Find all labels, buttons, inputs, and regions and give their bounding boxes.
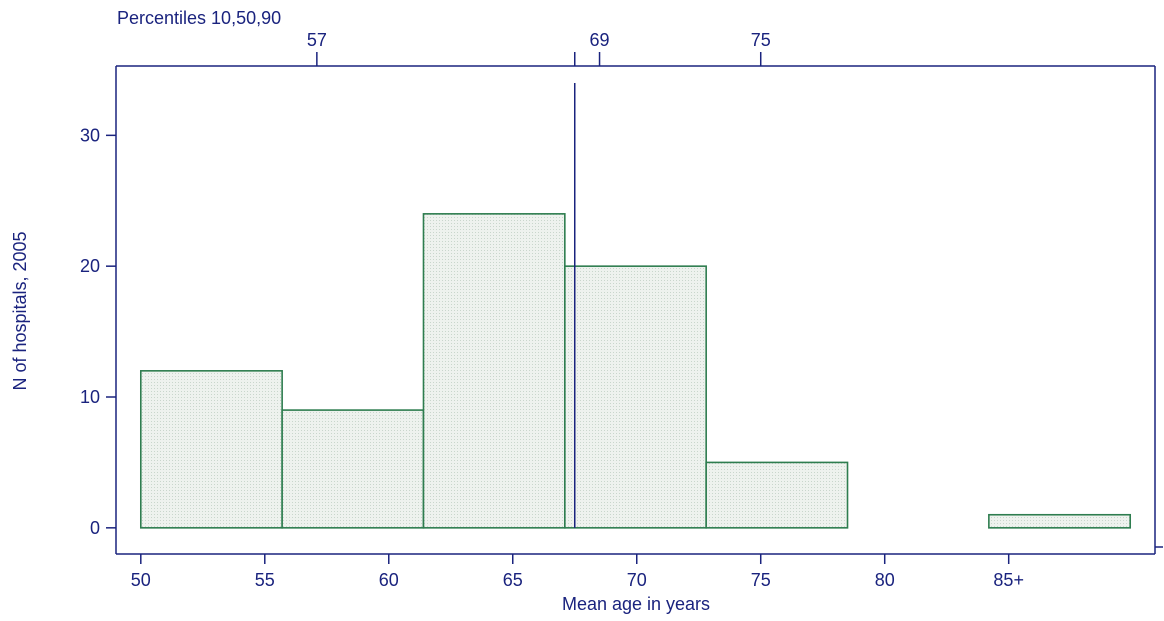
y-axis-group: 0 10 20 30	[80, 125, 116, 538]
x-tick-label-65: 65	[503, 570, 523, 590]
percentile-label-69: 69	[590, 30, 610, 50]
histogram-bar-5	[705, 461, 849, 529]
percentile-axis-group: 57 69 75	[307, 30, 771, 66]
x-tick-label-85plus: 85+	[993, 570, 1024, 590]
x-tick-label-75: 75	[751, 570, 771, 590]
bars-group	[139, 213, 1132, 529]
histogram-bar-1	[139, 370, 283, 529]
y-tick-label-10: 10	[80, 387, 100, 407]
histogram-bar-3	[422, 213, 566, 529]
x-axis-group: 50 55 60 65 70 75 80 85+	[116, 546, 1163, 590]
y-tick-label-20: 20	[80, 256, 100, 276]
x-tick-label-55: 55	[255, 570, 275, 590]
y-tick-label-0: 0	[90, 518, 100, 538]
histogram-bar-4	[564, 265, 707, 529]
plot-frame-group	[115, 65, 1156, 554]
x-axis-title: Mean age in years	[562, 594, 710, 614]
percentile-caption: Percentiles 10,50,90	[117, 8, 281, 28]
y-tick-label-30: 30	[80, 125, 100, 145]
x-tick-label-80: 80	[875, 570, 895, 590]
x-tick-label-50: 50	[131, 570, 151, 590]
x-tick-label-60: 60	[379, 570, 399, 590]
percentile-label-75: 75	[751, 30, 771, 50]
x-tick-label-70: 70	[627, 570, 647, 590]
histogram-bar-2	[281, 409, 425, 529]
percentile-label-57: 57	[307, 30, 327, 50]
y-axis-title: N of hospitals, 2005	[10, 231, 30, 390]
histogram-bar-7	[988, 513, 1132, 529]
